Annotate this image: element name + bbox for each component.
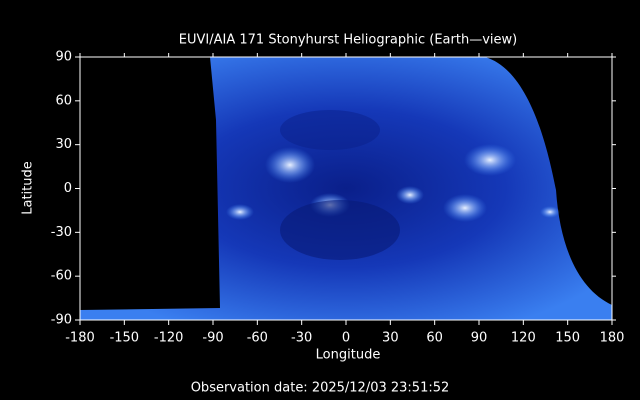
y-tick-label: -90 [51, 313, 72, 328]
x-tick-label: 120 [511, 331, 536, 346]
chart-title: EUVI/AIA 171 Stonyhurst Heliographic (Ea… [179, 33, 517, 48]
x-tick-label: 30 [382, 331, 399, 346]
x-tick-label: -120 [154, 331, 184, 346]
x-tick-label: -180 [65, 331, 95, 346]
x-tick-label: -90 [202, 331, 223, 346]
x-axis-label: Longitude [316, 348, 381, 363]
y-tick-label: -30 [51, 225, 72, 240]
x-tick-label: 180 [600, 331, 625, 346]
y-tick-label: 60 [55, 93, 72, 108]
x-tick-label: -60 [247, 331, 268, 346]
observation-date: Observation date: 2025/12/03 23:51:52 [191, 381, 450, 396]
x-tick-label: 60 [426, 331, 443, 346]
x-tick-label: 90 [471, 331, 488, 346]
x-tick-label: -150 [110, 331, 140, 346]
x-tick-label: -30 [291, 331, 312, 346]
x-tick-label: 150 [555, 331, 580, 346]
solar-image [80, 57, 612, 320]
y-axis-label: Latitude [21, 161, 36, 215]
y-tick-label: -60 [51, 269, 72, 284]
y-tick-label: 30 [55, 137, 72, 152]
x-tick-label: 0 [342, 331, 350, 346]
y-tick-label: 90 [55, 50, 72, 65]
y-tick-label: 0 [64, 181, 72, 196]
